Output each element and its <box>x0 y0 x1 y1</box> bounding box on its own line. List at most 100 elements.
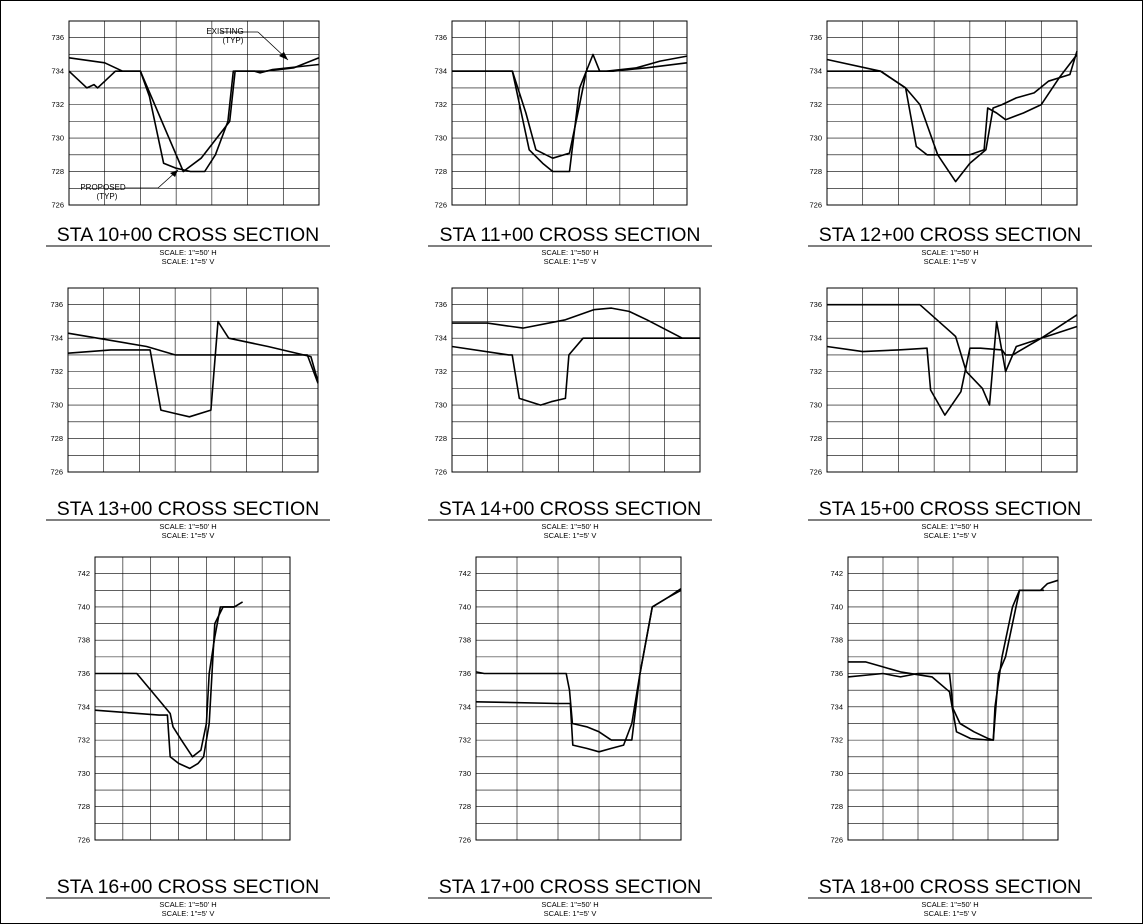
cross-section-panel: 726 728 730 732 734 736 738 740 742 STA 18+00 CRO… <box>808 556 1092 918</box>
y-tick-label: 726 <box>434 201 447 210</box>
y-tick-label: 734 <box>434 67 447 76</box>
y-tick-label: 742 <box>830 569 843 578</box>
proposed-profile-line <box>475 587 682 753</box>
cross-section-panel: 726 728 730 732 734 736 STA 13+00 CROSS SECTIO… <box>46 287 330 540</box>
y-tick-label: 732 <box>434 367 447 376</box>
y-tick-label: 734 <box>434 334 447 343</box>
proposed-profile-line <box>826 314 1078 416</box>
existing-profile-line <box>827 303 1078 406</box>
y-tick-label: 732 <box>51 100 64 109</box>
y-tick-label: 726 <box>809 468 822 477</box>
scale-vertical-note: SCALE: 1"=5' V <box>162 531 215 540</box>
proposed-arrowhead <box>170 170 178 177</box>
y-tick-label: 726 <box>458 836 471 845</box>
y-tick-label: 736 <box>77 669 90 678</box>
scale-horizontal-note: SCALE: 1"=50' H <box>159 522 216 531</box>
y-tick-label: 742 <box>77 569 90 578</box>
y-tick-label: 740 <box>458 602 471 611</box>
proposed-profile-line <box>452 53 688 173</box>
existing-profile-line <box>452 307 700 339</box>
scale-vertical-note: SCALE: 1"=5' V <box>162 257 215 266</box>
y-tick-label: 732 <box>830 736 843 745</box>
plot-frame <box>475 556 682 841</box>
section-title: STA 13+00 CROSS SECTION <box>57 498 319 520</box>
section-title: STA 14+00 CROSS SECTION <box>439 498 701 520</box>
y-tick-label: 728 <box>830 802 843 811</box>
y-tick-label: 734 <box>77 702 90 711</box>
plot-frame <box>68 20 320 206</box>
y-tick-label: 734 <box>458 702 471 711</box>
y-tick-label: 732 <box>434 100 447 109</box>
y-tick-label: 726 <box>50 468 63 477</box>
cross-section-panel: 726 728 730 732 734 736 STA 12+00 CROSS SECTIO… <box>808 20 1092 266</box>
y-tick-label: 728 <box>50 434 63 443</box>
section-title: STA 17+00 CROSS SECTION <box>439 876 701 898</box>
section-title: STA 16+00 CROSS SECTION <box>57 876 319 898</box>
proposed-profile-line <box>68 63 320 173</box>
plot-frame <box>451 20 688 206</box>
y-tick-label: 726 <box>830 836 843 845</box>
y-tick-label: 736 <box>809 33 822 42</box>
scale-vertical-note: SCALE: 1"=5' V <box>924 257 977 266</box>
y-tick-label: 730 <box>77 769 90 778</box>
y-tick-label: 732 <box>77 736 90 745</box>
scale-vertical-note: SCALE: 1"=5' V <box>544 909 597 918</box>
scale-vertical-note: SCALE: 1"=5' V <box>544 257 597 266</box>
existing-typ-label: (TYP) <box>223 36 244 45</box>
y-tick-label: 732 <box>809 100 822 109</box>
y-tick-label: 740 <box>77 602 90 611</box>
y-tick-label: 730 <box>809 401 822 410</box>
section-title: STA 12+00 CROSS SECTION <box>819 224 1081 246</box>
y-tick-label: 730 <box>809 134 822 143</box>
existing-profile-line <box>67 332 319 384</box>
y-tick-label: 740 <box>830 602 843 611</box>
y-tick-label: 736 <box>458 669 471 678</box>
y-tick-label: 728 <box>434 167 447 176</box>
scale-horizontal-note: SCALE: 1"=50' H <box>159 248 216 257</box>
proposed-profile-line <box>827 54 1078 156</box>
y-tick-label: 736 <box>434 33 447 42</box>
y-tick-label: 728 <box>51 167 64 176</box>
y-tick-label: 730 <box>458 769 471 778</box>
y-tick-label: 726 <box>809 201 822 210</box>
y-tick-label: 728 <box>434 434 447 443</box>
proposed-profile-line <box>94 606 235 770</box>
y-tick-label: 736 <box>50 300 63 309</box>
section-title: STA 15+00 CROSS SECTION <box>819 498 1081 520</box>
y-tick-label: 736 <box>830 669 843 678</box>
plot-frame <box>826 20 1078 206</box>
y-tick-label: 726 <box>77 836 90 845</box>
plot-frame <box>94 556 291 841</box>
y-tick-label: 734 <box>51 67 64 76</box>
scale-horizontal-note: SCALE: 1"=50' H <box>541 522 598 531</box>
y-tick-label: 730 <box>434 401 447 410</box>
scale-horizontal-note: SCALE: 1"=50' H <box>541 900 598 909</box>
scale-vertical-note: SCALE: 1"=5' V <box>924 531 977 540</box>
existing-profile-line <box>95 601 244 758</box>
y-tick-label: 734 <box>809 334 822 343</box>
y-tick-label: 738 <box>830 636 843 645</box>
proposed-profile-line <box>848 589 1044 741</box>
y-tick-label: 730 <box>51 134 64 143</box>
section-title: STA 10+00 CROSS SECTION <box>57 224 319 246</box>
scale-horizontal-note: SCALE: 1"=50' H <box>159 900 216 909</box>
y-tick-label: 736 <box>809 300 822 309</box>
cross-section-panel: 726 728 730 732 734 736 738 740 742 STA 17+00 CRO… <box>428 556 712 918</box>
scale-vertical-note: SCALE: 1"=5' V <box>924 909 977 918</box>
y-tick-label: 730 <box>50 401 63 410</box>
y-tick-label: 732 <box>50 367 63 376</box>
cross-section-panel: 726 728 730 732 734 736 STA 10+00 CROSS SECTIO… <box>46 20 330 266</box>
y-tick-label: 738 <box>77 636 90 645</box>
panels: 726 728 730 732 734 736 STA 10+00 CROSS SECTIO… <box>46 20 1092 918</box>
section-title: STA 18+00 CROSS SECTION <box>819 876 1081 898</box>
y-tick-label: 730 <box>434 134 447 143</box>
y-tick-label: 734 <box>50 334 63 343</box>
y-tick-label: 736 <box>434 300 447 309</box>
cross-section-panel: 726 728 730 732 734 736 STA 15+00 CROSS SECTIO… <box>808 287 1092 540</box>
y-tick-label: 728 <box>458 802 471 811</box>
scale-vertical-note: SCALE: 1"=5' V <box>162 909 215 918</box>
y-tick-label: 726 <box>434 468 447 477</box>
cross-section-panel: 726 728 730 732 734 736 STA 11+00 CROSS SECTIO… <box>428 20 712 266</box>
y-tick-label: 732 <box>458 736 471 745</box>
